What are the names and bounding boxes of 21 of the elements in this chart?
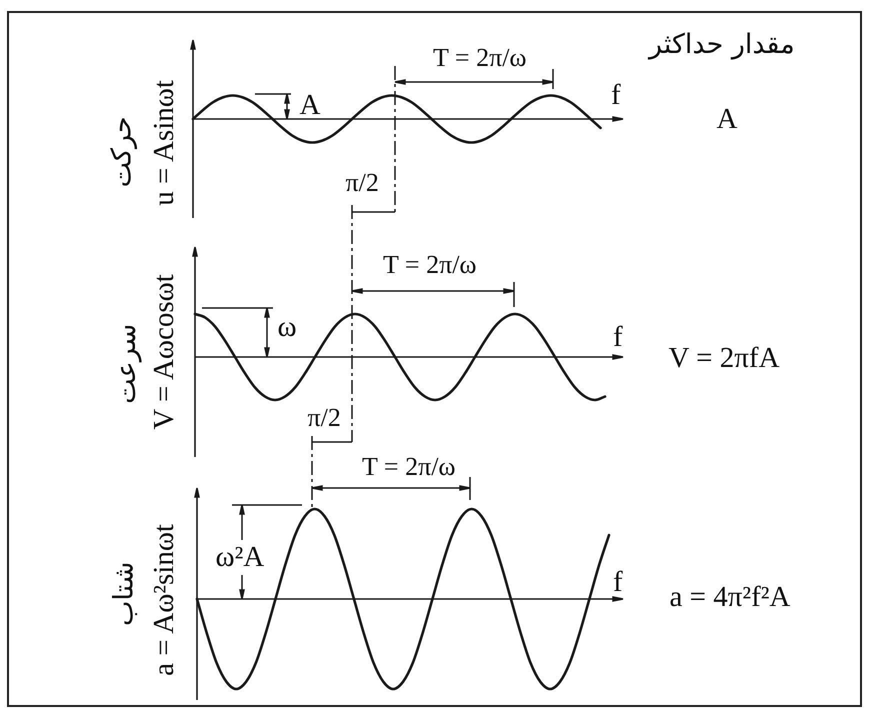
text: π/2	[308, 402, 341, 432]
text: A	[716, 103, 738, 136]
x-axis-title: f	[613, 321, 623, 354]
text: a = 4π²f²A	[670, 581, 790, 614]
x-axis-title: f	[611, 79, 621, 112]
text: π/2	[346, 168, 379, 198]
text: شتاب	[108, 562, 140, 626]
y-axis-title: a = Aω²sinωt	[148, 524, 181, 676]
annotation: ω	[278, 311, 297, 344]
text: T = 2π/ω	[383, 250, 477, 280]
text: مقدار حداکثر	[649, 29, 795, 60]
text: T = 2π/ω	[362, 452, 456, 482]
text: سرعت	[111, 324, 142, 404]
annotation: A	[300, 89, 320, 122]
x-axis-title: f	[613, 566, 623, 599]
text: T = 2π/ω	[433, 42, 527, 72]
y-axis-title: V = Aωcosωt	[148, 274, 181, 430]
text: حرکت	[106, 116, 138, 188]
text: V = 2πfA	[668, 342, 780, 375]
y-axis-title: u = Asinωt	[148, 80, 181, 206]
annotation: ω²A	[216, 541, 264, 574]
